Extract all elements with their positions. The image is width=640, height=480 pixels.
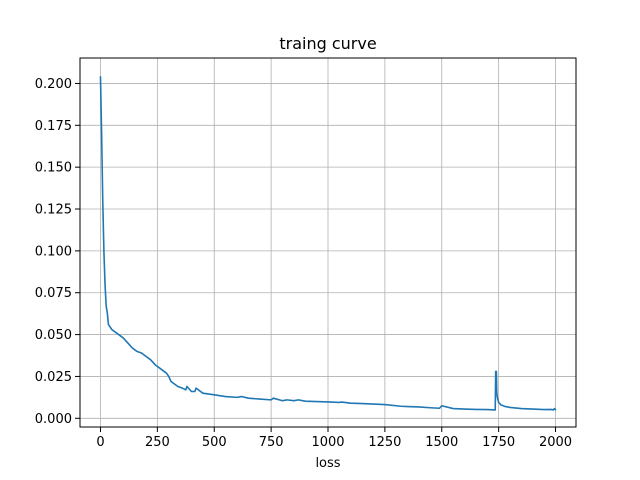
x-tick-label: 750: [259, 435, 284, 450]
grid: [80, 58, 576, 427]
x-tick-label: 1250: [368, 435, 401, 450]
chart-title: traing curve: [279, 34, 376, 53]
y-tick-label: 0.050: [35, 328, 72, 343]
x-tick-label: 1000: [311, 435, 344, 450]
y-tick-label: 0.200: [35, 77, 72, 92]
y-tick-label: 0.025: [35, 370, 72, 385]
series-layer: [99, 75, 557, 411]
series-line-1: [99, 75, 557, 411]
y-tick-label: 0.100: [35, 244, 72, 259]
y-axis: 0.000 0.025 0.050 0.075 0.100 0.125 0.150 0.175…: [35, 77, 80, 427]
x-tick-label: 1500: [425, 435, 458, 450]
y-tick-label: 0.125: [35, 203, 72, 218]
x-tick-label: 1750: [482, 435, 515, 450]
x-tick-label: 250: [145, 435, 170, 450]
x-tick-label: 500: [202, 435, 227, 450]
x-tick-label: 2000: [539, 435, 572, 450]
x-axis: 0 250 500 750 1000 1250 1500 1750 2000: [96, 427, 572, 450]
y-tick-label: 0.075: [35, 286, 72, 301]
x-tick-label: 0: [96, 435, 104, 450]
y-tick-label: 0.175: [35, 119, 72, 134]
y-tick-label: 0.150: [35, 161, 72, 176]
x-axis-title: loss: [315, 456, 340, 471]
y-tick-label: 0.000: [35, 412, 72, 427]
